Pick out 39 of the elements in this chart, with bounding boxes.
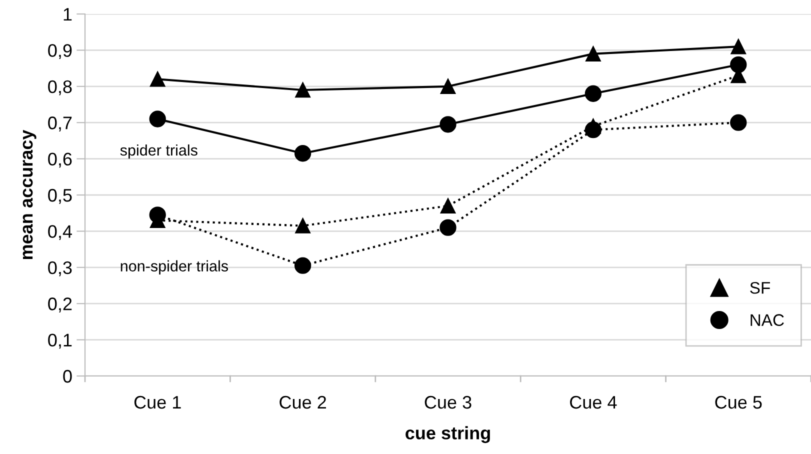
y-tick-label: 0,5 xyxy=(48,188,72,204)
y-tick-label: 0,2 xyxy=(48,298,72,312)
point xyxy=(586,46,601,62)
point xyxy=(149,206,166,224)
point xyxy=(294,145,312,162)
x-tick-label: Cue 4 xyxy=(570,396,617,409)
y-tick-label: 0,3 xyxy=(48,261,72,276)
annotation: spider trials xyxy=(120,144,198,159)
y-tick-label: 0 xyxy=(63,370,72,383)
legend-label: NAC xyxy=(750,314,784,326)
point xyxy=(440,116,456,133)
y-tick-label: 0,4 xyxy=(48,225,72,240)
annotation: non-spider trials xyxy=(120,260,228,275)
point xyxy=(730,38,746,54)
point xyxy=(440,78,456,94)
point xyxy=(584,85,602,102)
y-axis-title: mean accuracy xyxy=(22,130,36,260)
point xyxy=(294,257,312,274)
y-tick-label: 1 xyxy=(64,8,72,21)
point xyxy=(440,198,456,214)
point xyxy=(295,82,310,98)
point xyxy=(730,114,747,131)
legend-label: SF xyxy=(750,282,770,294)
point xyxy=(150,72,166,87)
x-tick-label: Cue 1 xyxy=(134,396,181,409)
y-tick-label: 0,1 xyxy=(48,334,72,349)
x-tick-label: Cue 3 xyxy=(424,396,472,409)
point xyxy=(584,122,602,138)
y-tick-label: 0,7 xyxy=(48,116,72,132)
x-tick-label: Cue 2 xyxy=(280,396,326,409)
point xyxy=(149,110,166,128)
point xyxy=(730,56,747,74)
point xyxy=(295,218,310,234)
x-axis-title: cue string xyxy=(406,426,490,444)
y-tick-label: 0,9 xyxy=(48,44,72,60)
point xyxy=(440,219,456,236)
y-tick-label: 0,6 xyxy=(48,152,72,168)
y-tick-label: 0,8 xyxy=(48,80,72,96)
x-tick-label: Cue 5 xyxy=(715,396,762,409)
